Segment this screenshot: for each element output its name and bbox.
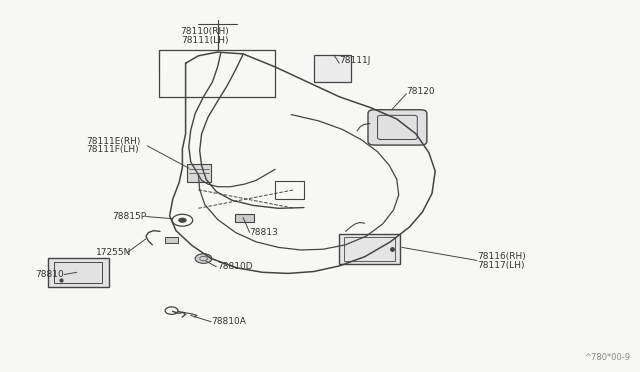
Text: 78111E(RH): 78111E(RH) (86, 137, 141, 146)
Text: 78117(LH): 78117(LH) (477, 261, 524, 270)
Text: 17255N: 17255N (96, 248, 131, 257)
Circle shape (179, 218, 186, 222)
Text: 78110(RH): 78110(RH) (180, 27, 229, 36)
Bar (314, 55, 351, 82)
Text: 78810: 78810 (35, 270, 64, 279)
Bar (235, 214, 254, 222)
Text: 78111(LH): 78111(LH) (181, 36, 228, 45)
Text: ^780*00-9: ^780*00-9 (584, 353, 630, 362)
Text: 78111J: 78111J (339, 56, 371, 65)
Bar (48, 258, 109, 287)
Text: 78810A: 78810A (211, 317, 246, 326)
Bar (344, 237, 395, 261)
Text: 78116(RH): 78116(RH) (477, 252, 525, 261)
Text: 78120: 78120 (406, 87, 435, 96)
Bar (165, 237, 178, 243)
Text: 78111F(LH): 78111F(LH) (86, 145, 139, 154)
Text: 78810D: 78810D (218, 262, 253, 271)
Bar (275, 181, 304, 199)
Text: 78813: 78813 (250, 228, 278, 237)
Text: 78815P: 78815P (112, 212, 146, 221)
Bar (339, 234, 400, 264)
Bar (54, 262, 102, 283)
Circle shape (195, 254, 212, 263)
Bar (187, 164, 211, 182)
FancyBboxPatch shape (368, 110, 427, 145)
